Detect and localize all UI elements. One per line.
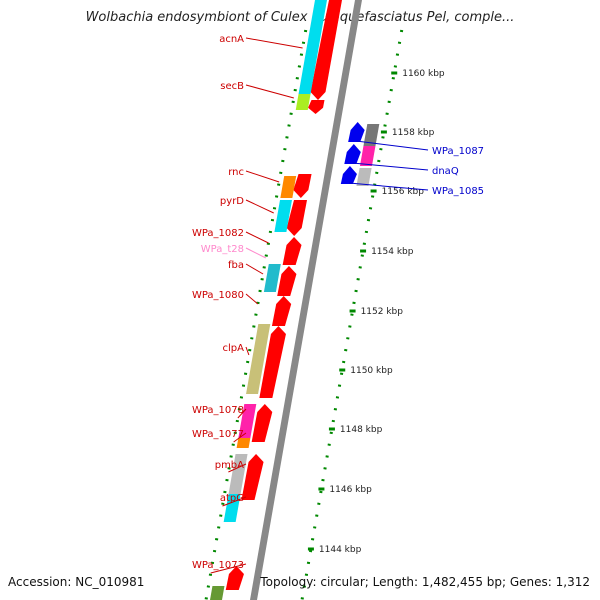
leader-line-2 [245,84,294,99]
leader-line-10 [237,408,247,419]
leader-line-12 [228,463,247,473]
gene-label-pmba: pmbA [215,460,244,471]
scale-label-7: 1148 kbp [340,425,383,435]
gene-label-wpa-t28: WPa_t28 [201,244,244,255]
leader-line-9 [245,346,250,356]
leader-line-right-1 [356,140,429,151]
leader-line-14 [210,563,247,574]
cog-category-bar-6 [246,324,271,394]
gene-label-wpa-1073: WPa_1073 [192,560,244,571]
forward-gene-9 [251,404,273,442]
forward-gene-2 [308,100,325,114]
cog-category-bar-4 [274,200,292,232]
forward-gene-11 [225,566,244,590]
forward-gene-10 [241,454,264,500]
outer-dotted-ring [300,29,404,600]
cog-category-bar-8 [236,438,251,448]
gene-label-wpa-1078: WPa_1078 [192,405,244,416]
map-title: Wolbachia endosymbiont of Culex quinquef… [85,10,515,25]
forward-gene-4 [286,200,307,236]
leader-line-right-3 [348,182,429,191]
gene-label-wpa-1080: WPa_1080 [192,290,244,301]
leader-line-5 [245,231,269,244]
gene-label-dnaq: dnaQ [432,166,459,177]
reverse-gene-2 [344,144,361,164]
cog-category-bar-reverse-3 [356,168,372,186]
scale-label-3: 1156 kbp [382,187,425,197]
gene-label-acna: acnA [219,34,244,45]
scale-label-9: 1144 kbp [319,545,362,555]
cog-category-bar-2 [295,94,311,110]
cog-category-bar-reverse-1 [363,124,380,146]
leader-line-7 [245,263,264,275]
forward-gene-3 [293,174,312,198]
forward-gene-5 [282,237,302,265]
forward-gene-8 [259,326,286,398]
leader-line-11 [233,432,247,443]
scale-label-2: 1158 kbp [392,128,435,138]
gene-label-wpa-1077: WPa_1077 [192,429,244,440]
accession-label: Accession: NC_010981 [8,575,145,589]
forward-gene-1 [310,0,342,100]
leader-line-right-2 [352,162,429,171]
cog-category-bar-reverse-2 [359,146,376,166]
gene-label-pyrd: pyrD [220,196,244,207]
scale-label-8: 1146 kbp [329,485,372,495]
leader-line-6 [245,247,267,259]
reverse-gene-3 [340,166,357,184]
gene-label-wpa-1082: WPa_1082 [192,228,244,239]
gene-label-wpa-1087: WPa_1087 [432,146,484,157]
genome-summary: Topology: circular; Length: 1,482,455 bp… [260,575,590,589]
leader-line-4 [245,199,274,214]
cog-category-bar-1 [298,0,327,94]
cog-category-bar-3 [280,176,297,198]
scale-label-6: 1150 kbp [350,366,393,376]
gene-label-secb: secB [220,81,244,92]
gene-label-clpa: clpA [223,343,245,354]
scale-label-1: 1160 kbp [402,69,445,79]
reverse-gene-1 [348,122,365,142]
inner-dotted-ring [204,29,308,600]
gene-label-wpa-1085: WPa_1085 [432,186,484,197]
gene-label-rnc: rnc [228,167,244,178]
genome-backbone [250,0,362,600]
scale-label-4: 1154 kbp [371,247,414,257]
cog-category-bar-5 [263,264,281,292]
cog-category-bar-9 [228,454,248,494]
leader-line-1 [245,37,303,49]
cog-category-bar-11 [210,586,225,600]
gene-label-atpg: atpG [220,493,244,504]
scale-label-5: 1152 kbp [361,307,404,317]
gene-label-fba: fba [228,260,244,271]
leader-line-13 [222,496,247,507]
forward-gene-6 [277,266,297,296]
forward-gene-7 [271,296,292,326]
leader-line-8 [245,293,259,305]
leader-line-3 [245,170,280,183]
